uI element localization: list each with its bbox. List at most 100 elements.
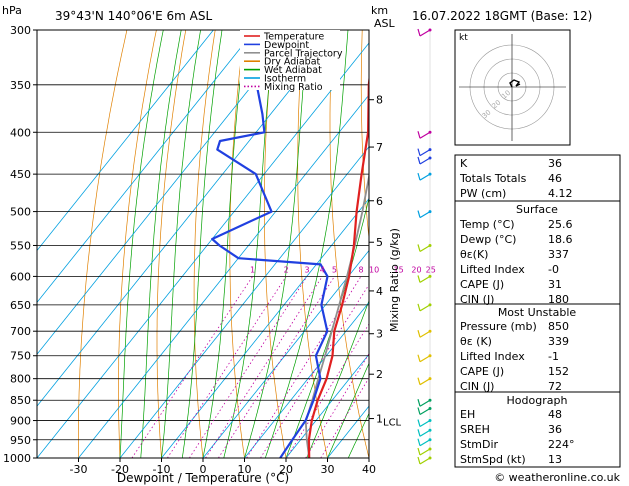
wind-barb-flag [417, 172, 421, 181]
wind-barb-shaft [419, 355, 431, 363]
isotherm [285, 353, 369, 458]
mixing-ratio-label: 20 [411, 265, 421, 274]
pressure-tick-label: 950 [10, 434, 31, 447]
wind-barb-flag [417, 131, 421, 139]
pressure-tick-label: 1000 [3, 452, 31, 465]
mixing-ratio-label: 4 [320, 265, 325, 274]
km-tick-label: 3 [376, 328, 383, 341]
isotherm [37, 30, 339, 407]
wind-barb-shaft [419, 378, 431, 386]
hodograph-ring-label: 30 [481, 108, 493, 120]
isotherm [37, 30, 214, 252]
wind-barb-flag [417, 148, 421, 156]
km-tick-label: 2 [376, 368, 383, 381]
dry-adiabat [297, 30, 328, 458]
index-label: K [460, 157, 468, 170]
mixing-ratio-line [246, 276, 362, 458]
mixing-ratio-line [167, 276, 287, 458]
wind-barb-flag [417, 210, 421, 218]
hpa-label: hPa [2, 4, 22, 17]
surface-row-value: 18.6 [548, 233, 573, 246]
dewpoint-line [211, 30, 329, 458]
pressure-tick-label: 650 [10, 299, 31, 312]
most-unstable-row-value: 339 [548, 335, 569, 348]
date-label: 16.07.2022 18GMT (Base: 12) [412, 9, 592, 23]
wind-barb-flag [417, 156, 421, 165]
wind-barb-flag [417, 399, 421, 407]
wind-barb-flag [417, 303, 421, 312]
x-axis-title: Dewpoint / Temperature (°C) [117, 471, 289, 485]
pressure-tick-label: 750 [10, 350, 31, 363]
wind-barb-point [428, 377, 432, 381]
asl-label: ASL [374, 17, 396, 30]
pressure-tick-label: 800 [10, 373, 31, 386]
mixing-ratio-line [131, 276, 253, 458]
wind-barb-shaft [419, 399, 431, 407]
wind-barb-shaft [419, 131, 431, 139]
temperature-tick-label: 30 [321, 463, 335, 476]
isotherm [37, 30, 256, 304]
mixing-ratio-line [286, 323, 369, 458]
hodograph-row-value: 48 [548, 408, 562, 421]
pressure-tick-label: 600 [10, 270, 31, 283]
wind-barb-shaft [419, 407, 431, 416]
surface-row-value: -0 [548, 263, 559, 276]
wet-adiabat [327, 362, 369, 458]
legend-label: Dry Adiabat [264, 57, 321, 68]
surface-title: Surface [516, 203, 558, 216]
hodograph-title: Hodograph [507, 394, 568, 407]
wind-barb-point [428, 243, 432, 247]
wind-barb-shaft [419, 330, 431, 338]
wind-barb-shaft [419, 275, 431, 283]
dry-adiabat [263, 30, 287, 458]
wind-barb-flag [417, 330, 421, 338]
km-label: km [371, 4, 388, 17]
mixing-ratio-label: 8 [358, 265, 363, 274]
hodograph-kt-label: kt [459, 33, 468, 43]
km-tick-label: 5 [376, 236, 383, 249]
most-unstable-title: Most Unstable [498, 306, 577, 319]
wind-barb-flag [417, 447, 421, 456]
mixing-ratio-line [189, 276, 308, 458]
wind-barb-shaft [419, 457, 431, 465]
hodograph-row-value: 36 [548, 423, 562, 436]
wind-barb-flag [417, 244, 421, 252]
wind-barb-point [428, 210, 432, 214]
isotherm [244, 301, 369, 458]
wind-barb-point [428, 447, 432, 451]
copyright: © weatheronline.co.uk [494, 471, 620, 484]
wet-adiabat [119, 30, 164, 458]
most-unstable-row-label: θε (K) [460, 335, 492, 348]
temperature-tick-label: 40 [362, 463, 376, 476]
index-value: 36 [548, 157, 562, 170]
wind-barb-point [428, 354, 432, 358]
dry-adiabat [193, 30, 216, 458]
temperature-tick-label: -20 [111, 463, 129, 476]
index-label: PW (cm) [460, 187, 506, 200]
index-value: 4.12 [548, 187, 573, 200]
wind-barb-point [428, 406, 432, 410]
isotherm [37, 42, 369, 458]
wet-adiabat [181, 30, 223, 458]
pressure-tick-label: 350 [10, 79, 31, 92]
wind-barb-point [428, 156, 432, 160]
hodograph-trace [509, 79, 521, 88]
pressure-tick-label: 850 [10, 394, 31, 407]
most-unstable-row-label: Pressure (mb) [460, 320, 537, 333]
surface-row-value: 337 [548, 248, 569, 261]
surface-row-label: θε(K) [460, 248, 488, 261]
most-unstable-row-label: CAPE (J) [460, 365, 504, 378]
dry-adiabat [329, 30, 369, 458]
hodograph-stats-box [454, 391, 621, 468]
wind-barb-shaft [419, 420, 431, 428]
legend-label: Wet Adiabat [264, 65, 322, 76]
km-tick-label: 6 [376, 195, 383, 208]
isotherm [37, 30, 297, 355]
isotherm [202, 249, 369, 458]
most-unstable-row-label: CIN (J) [460, 380, 494, 393]
hodograph-row-label: EH [460, 408, 475, 421]
mixing-ratio-line [320, 377, 369, 458]
wind-barb-shaft [419, 173, 431, 181]
